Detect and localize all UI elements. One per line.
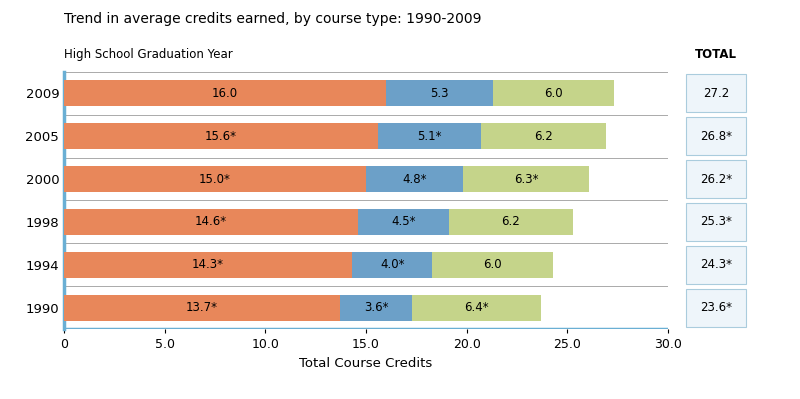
Text: 6.4*: 6.4*: [465, 301, 489, 314]
Text: 26.2*: 26.2*: [700, 172, 732, 186]
Bar: [64, 252, 352, 278]
Text: 5.3: 5.3: [430, 87, 449, 100]
X-axis label: Total Course Credits: Total Course Credits: [299, 357, 433, 370]
Text: 6.2: 6.2: [534, 130, 553, 143]
Text: 15.6*: 15.6*: [205, 130, 237, 143]
Text: 4.0*: 4.0*: [380, 258, 405, 271]
Bar: [449, 209, 574, 235]
Text: 16.0: 16.0: [212, 87, 238, 100]
Bar: [352, 252, 433, 278]
Text: 27.2: 27.2: [703, 87, 729, 100]
Bar: [412, 295, 541, 321]
Bar: [433, 252, 554, 278]
Text: 4.8*: 4.8*: [402, 172, 426, 186]
Text: High School Graduation Year: High School Graduation Year: [64, 48, 233, 61]
Bar: [64, 209, 358, 235]
Bar: [64, 123, 378, 149]
Text: 25.3*: 25.3*: [700, 215, 732, 229]
Bar: [493, 81, 614, 106]
Bar: [358, 209, 449, 235]
Bar: [64, 81, 386, 106]
Bar: [366, 166, 462, 192]
Text: 4.5*: 4.5*: [391, 215, 415, 229]
Text: 13.7*: 13.7*: [186, 301, 218, 314]
Bar: [340, 295, 412, 321]
Text: 14.3*: 14.3*: [192, 258, 224, 271]
Text: TOTAL: TOTAL: [695, 48, 737, 61]
Bar: [64, 295, 340, 321]
Text: 23.6*: 23.6*: [700, 301, 732, 314]
Text: Trend in average credits earned, by course type: 1990-2009: Trend in average credits earned, by cour…: [64, 12, 482, 26]
Text: 6.2: 6.2: [502, 215, 520, 229]
Bar: [378, 123, 481, 149]
Bar: [64, 166, 366, 192]
Text: 26.8*: 26.8*: [700, 130, 732, 143]
Bar: [481, 123, 606, 149]
Text: 14.6*: 14.6*: [195, 215, 227, 229]
Text: 6.0: 6.0: [483, 258, 502, 271]
Text: 15.0*: 15.0*: [199, 172, 231, 186]
Text: 24.3*: 24.3*: [700, 258, 732, 271]
Bar: [386, 81, 493, 106]
Text: 6.3*: 6.3*: [514, 172, 538, 186]
Text: 5.1*: 5.1*: [417, 130, 442, 143]
Text: 6.0: 6.0: [544, 87, 562, 100]
Text: 3.6*: 3.6*: [364, 301, 388, 314]
Bar: [462, 166, 590, 192]
